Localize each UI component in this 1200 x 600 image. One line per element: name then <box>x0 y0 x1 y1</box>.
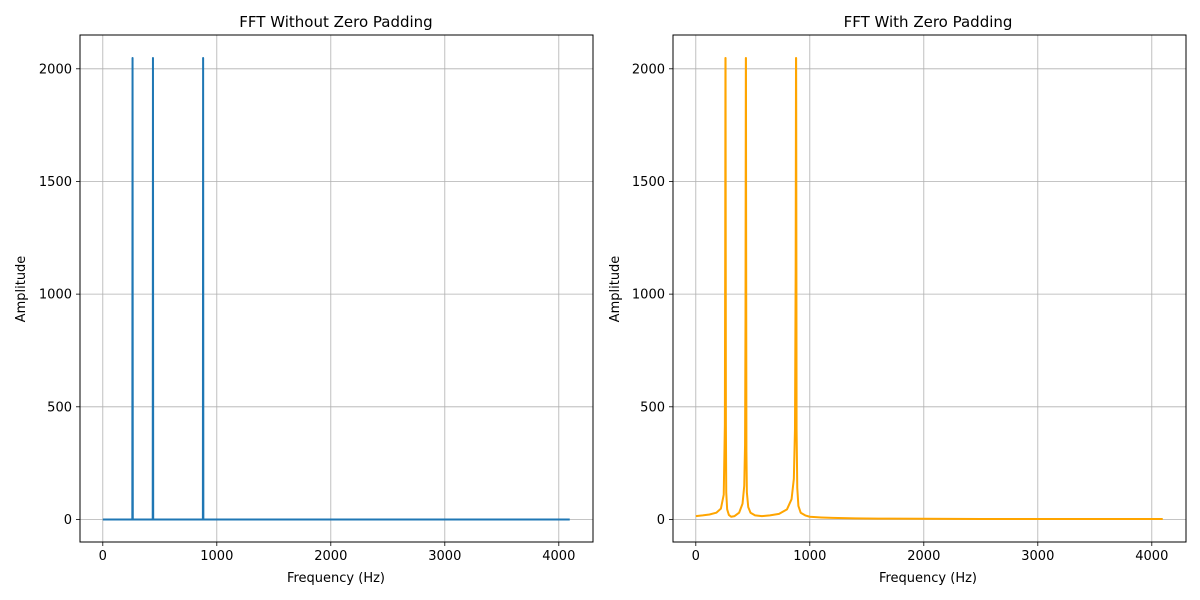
x-tick-label: 1000 <box>793 549 826 564</box>
y-tick-label: 2000 <box>632 62 665 77</box>
x-tick-label: 1000 <box>200 549 233 564</box>
plot-frame <box>672 34 1187 543</box>
right-x-axis-label: Frequency (Hz) <box>879 571 977 586</box>
y-tick-label: 500 <box>47 400 72 415</box>
left-y-axis-label: Amplitude <box>14 256 29 323</box>
y-tick-label: 0 <box>64 513 72 528</box>
x-tick-label: 2000 <box>314 549 347 564</box>
x-tick-label: 4000 <box>1135 549 1168 564</box>
x-tick-label: 0 <box>692 549 700 564</box>
right-y-axis-label: Amplitude <box>608 256 623 323</box>
y-tick-label: 1500 <box>632 175 665 190</box>
y-tick-label: 0 <box>657 513 665 528</box>
left-panel: FFT Without Zero Padding Frequency (Hz) … <box>14 13 594 586</box>
x-tick-label: 3000 <box>1021 549 1054 564</box>
series-line <box>102 56 570 521</box>
y-tick-label: 2000 <box>39 62 72 77</box>
left-chart-title: FFT Without Zero Padding <box>239 13 432 31</box>
x-tick-label: 0 <box>99 549 107 564</box>
plot-frame <box>79 34 594 543</box>
x-tick-label: 3000 <box>428 549 461 564</box>
x-tick-label: 2000 <box>907 549 940 564</box>
right-chart-title: FFT With Zero Padding <box>844 13 1013 31</box>
left-x-axis-label: Frequency (Hz) <box>287 571 385 586</box>
right-panel: FFT With Zero Padding Frequency (Hz) Amp… <box>608 13 1187 586</box>
series-line <box>695 56 1163 521</box>
y-tick-label: 1000 <box>632 288 665 303</box>
x-tick-label: 4000 <box>542 549 575 564</box>
y-tick-label: 1500 <box>39 175 72 190</box>
y-tick-label: 1000 <box>39 288 72 303</box>
y-tick-label: 500 <box>640 400 665 415</box>
